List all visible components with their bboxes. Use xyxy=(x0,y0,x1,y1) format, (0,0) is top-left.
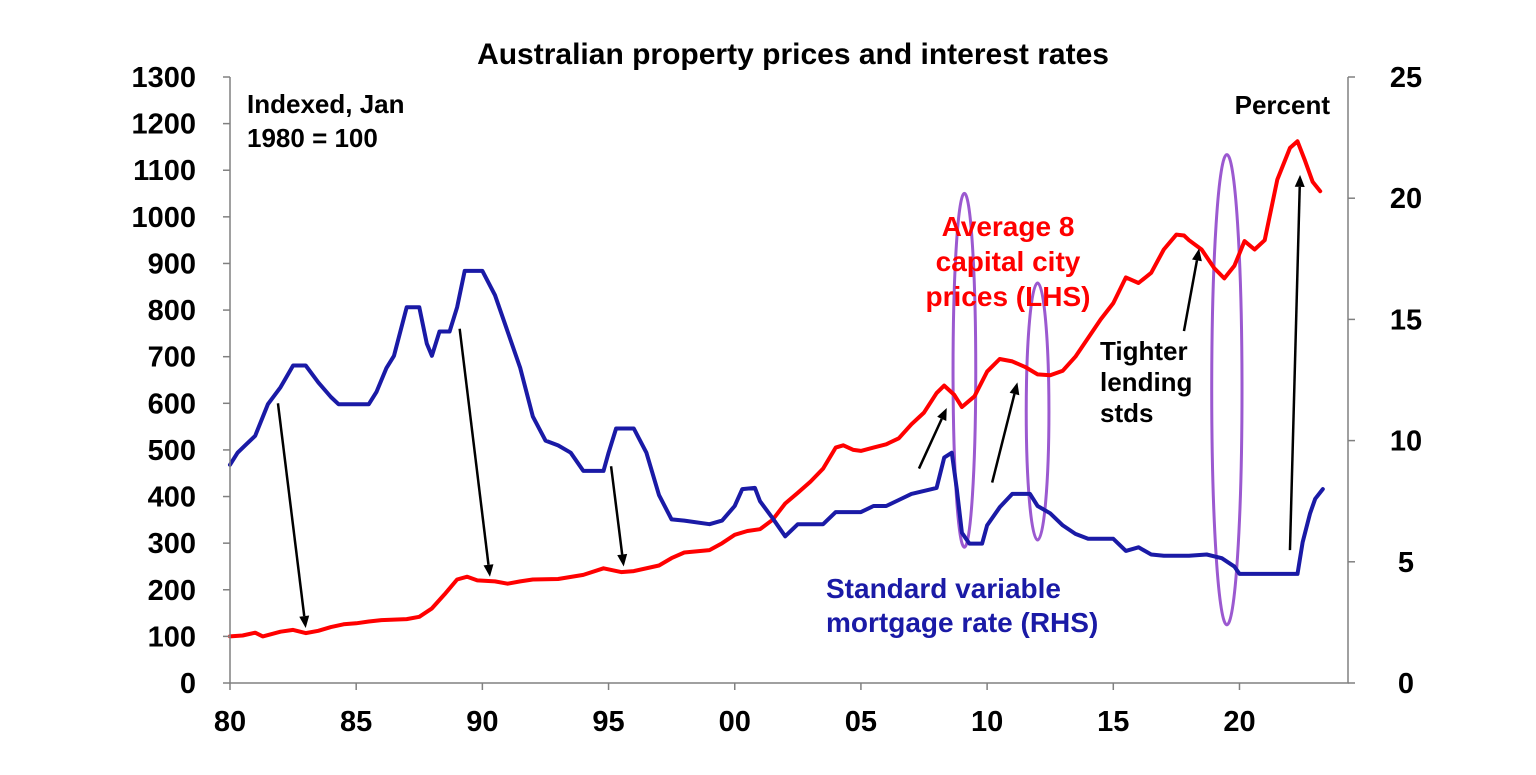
x-tick-label-7: 15 xyxy=(1097,706,1129,738)
annotation-arrow-head-5 xyxy=(1192,248,1202,262)
right-tick-label-2: 10 xyxy=(1390,426,1422,458)
x-tick-label-5: 05 xyxy=(845,706,877,738)
tighter-lending-note-line-2: lending xyxy=(1100,367,1192,397)
annotation-arrow-4 xyxy=(990,382,1020,483)
left-tick-label-2: 200 xyxy=(148,575,196,607)
annotation-arrow-head-1 xyxy=(483,564,494,577)
x-axis: 80 85 90 95 00 05 10 15 20 xyxy=(214,683,1256,738)
right-tick-label-5: 25 xyxy=(1390,62,1422,94)
annotation-arrow-head-3 xyxy=(937,407,947,421)
annotation-arrow-shaft-1 xyxy=(458,328,490,565)
left-tick-label-7: 700 xyxy=(148,342,196,374)
annotation-arrow-1 xyxy=(458,328,494,577)
right-tick-label-1: 5 xyxy=(1398,547,1414,579)
left-tick-label-6: 600 xyxy=(148,388,196,420)
rate-series-line xyxy=(228,268,1325,576)
x-tick-label-6: 10 xyxy=(971,706,1003,738)
series-lines xyxy=(228,139,1325,639)
x-tick-label-8: 20 xyxy=(1223,706,1255,738)
price-series-label-line-3: prices (LHS) xyxy=(926,281,1091,312)
plot-frame xyxy=(229,77,1349,684)
left-tick-label-8: 800 xyxy=(148,295,196,327)
left-tick-label-10: 1000 xyxy=(131,202,196,234)
highlight-ellipse-1 xyxy=(1024,281,1051,542)
left-tick-label-12: 1200 xyxy=(131,109,196,141)
left-tick-label-5: 500 xyxy=(148,435,196,467)
left-tick-label-11: 1100 xyxy=(133,155,196,187)
annotation-arrow-5 xyxy=(1182,248,1202,332)
annotation-arrow-6 xyxy=(1288,174,1305,551)
right-tick-label-0: 0 xyxy=(1398,668,1414,700)
annotation-arrow-shaft-3 xyxy=(917,418,943,470)
rate-series-label-line-2: mortgage rate (RHS) xyxy=(826,607,1098,638)
left-axis: 0 100 200 300 400 500 600 700 800 900 1000 1100 1200… xyxy=(131,62,230,700)
annotation-arrow-shaft-4 xyxy=(990,393,1016,483)
annotation-arrow-shaft-6 xyxy=(1288,186,1301,551)
left-tick-label-3: 300 xyxy=(148,528,196,560)
right-tick-label-3: 15 xyxy=(1390,304,1422,336)
left-tick-label-13: 1300 xyxy=(131,62,196,94)
chart-title: Australian property prices and interest … xyxy=(477,38,1109,71)
right-axis: 0 5 10 15 20 25 xyxy=(1348,62,1422,700)
highlight-ellipse-2 xyxy=(1210,153,1244,627)
annotation-arrow-shaft-5 xyxy=(1182,260,1199,332)
annotation-arrow-head-0 xyxy=(299,615,310,628)
annotation-arrow-0 xyxy=(276,403,310,628)
annotation-arrow-head-6 xyxy=(1294,174,1305,188)
tighter-lending-note-line-1: Tighter xyxy=(1100,336,1188,366)
annotation-arrow-head-2 xyxy=(617,553,628,567)
right-axis-note: Percent xyxy=(1235,90,1331,120)
x-tick-label-4: 00 xyxy=(719,706,751,738)
price-series-line xyxy=(228,139,1323,639)
x-tick-label-0: 80 xyxy=(214,706,246,738)
price-series-label-line-1: Average 8 xyxy=(942,211,1075,242)
x-tick-label-3: 95 xyxy=(592,706,624,738)
left-tick-label-0: 0 xyxy=(180,668,196,700)
right-tick-label-4: 20 xyxy=(1390,183,1422,215)
left-tick-label-4: 400 xyxy=(148,482,196,514)
left-axis-note-line-2: 1980 = 100 xyxy=(247,123,378,153)
annotation-arrow-shaft-0 xyxy=(276,403,306,617)
x-tick-label-2: 90 xyxy=(466,706,498,738)
left-tick-label-1: 100 xyxy=(148,621,196,653)
annotation-arrow-2 xyxy=(609,466,628,567)
annotation-arrows xyxy=(276,174,1305,628)
annotation-arrow-head-4 xyxy=(1009,382,1020,396)
left-tick-label-9: 900 xyxy=(148,248,196,280)
left-axis-note-line-1: Indexed, Jan xyxy=(247,89,405,119)
annotation-arrow-3 xyxy=(917,407,947,470)
highlight-ellipses xyxy=(951,153,1244,627)
rate-series-label-line-1: Standard variable xyxy=(826,573,1061,604)
tighter-lending-note-line-3: stds xyxy=(1100,398,1153,428)
annotation-arrow-shaft-2 xyxy=(609,466,624,555)
price-series-label-line-2: capital city xyxy=(936,246,1081,277)
highlight-ellipse-0 xyxy=(951,191,978,549)
x-tick-label-1: 85 xyxy=(340,706,372,738)
